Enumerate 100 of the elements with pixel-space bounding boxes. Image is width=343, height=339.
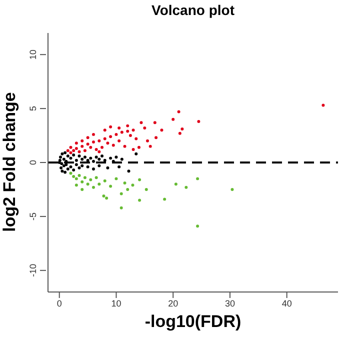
point bbox=[92, 132, 95, 136]
point bbox=[114, 177, 118, 180]
point bbox=[180, 128, 184, 131]
point bbox=[86, 142, 90, 146]
point bbox=[92, 186, 95, 189]
point bbox=[103, 128, 106, 132]
point bbox=[163, 198, 166, 201]
point bbox=[92, 140, 95, 144]
point bbox=[60, 166, 63, 170]
point bbox=[78, 174, 81, 177]
y-tick-label: 0 bbox=[28, 160, 38, 166]
point bbox=[89, 156, 92, 160]
point bbox=[78, 150, 81, 154]
point bbox=[153, 121, 156, 124]
point bbox=[114, 132, 118, 136]
x-tick-label: 30 bbox=[224, 298, 235, 308]
point bbox=[132, 128, 135, 132]
point bbox=[98, 139, 101, 142]
point bbox=[112, 144, 115, 147]
point bbox=[120, 206, 123, 210]
point bbox=[69, 172, 72, 175]
point bbox=[109, 125, 112, 128]
point bbox=[72, 168, 76, 172]
point bbox=[160, 128, 164, 132]
point bbox=[120, 192, 123, 196]
point bbox=[83, 156, 86, 159]
point bbox=[126, 130, 130, 133]
point bbox=[103, 137, 106, 140]
point bbox=[74, 177, 78, 180]
point bbox=[126, 188, 130, 191]
point bbox=[72, 149, 76, 152]
point bbox=[80, 158, 84, 161]
x-tick-label: 10 bbox=[111, 298, 122, 308]
point bbox=[74, 163, 78, 166]
point bbox=[80, 144, 84, 148]
point bbox=[109, 184, 112, 188]
point bbox=[137, 146, 140, 149]
point bbox=[86, 182, 90, 186]
point bbox=[66, 154, 70, 158]
point bbox=[74, 146, 78, 150]
point bbox=[196, 224, 200, 228]
point bbox=[89, 146, 92, 149]
point bbox=[80, 139, 84, 142]
point bbox=[92, 167, 95, 170]
point bbox=[106, 142, 110, 145]
point bbox=[131, 184, 134, 187]
point bbox=[106, 166, 110, 170]
point bbox=[120, 158, 124, 161]
point bbox=[103, 179, 106, 182]
point bbox=[134, 152, 138, 156]
point bbox=[100, 154, 104, 158]
point bbox=[322, 104, 325, 107]
point bbox=[134, 137, 138, 140]
point bbox=[78, 166, 81, 170]
point bbox=[66, 149, 70, 152]
point bbox=[86, 165, 90, 168]
y-tick-label: 10 bbox=[28, 50, 38, 60]
point bbox=[74, 184, 78, 187]
point bbox=[64, 151, 67, 154]
point bbox=[184, 186, 188, 189]
point bbox=[114, 156, 118, 159]
point bbox=[197, 120, 200, 123]
point bbox=[74, 142, 78, 145]
y-axis-title: log2 Fold change bbox=[0, 92, 20, 232]
point bbox=[98, 158, 101, 161]
point bbox=[66, 167, 70, 170]
point bbox=[69, 165, 72, 168]
point bbox=[118, 165, 121, 168]
point bbox=[59, 156, 62, 159]
point bbox=[74, 158, 78, 162]
point bbox=[98, 150, 101, 154]
point bbox=[69, 146, 72, 149]
point bbox=[72, 175, 76, 178]
point bbox=[89, 178, 92, 182]
point bbox=[102, 194, 106, 198]
point bbox=[98, 182, 101, 186]
point bbox=[118, 139, 121, 142]
point bbox=[92, 160, 95, 163]
point bbox=[148, 144, 152, 148]
point bbox=[60, 170, 64, 173]
point bbox=[72, 153, 76, 156]
point bbox=[144, 188, 148, 191]
point bbox=[83, 149, 86, 152]
point bbox=[120, 130, 124, 134]
point bbox=[83, 176, 86, 180]
point bbox=[177, 110, 180, 114]
x-tick-label: 0 bbox=[56, 298, 62, 308]
point bbox=[62, 158, 66, 161]
point bbox=[146, 139, 150, 142]
point bbox=[128, 134, 132, 138]
point bbox=[230, 188, 234, 191]
point bbox=[172, 118, 175, 121]
point bbox=[80, 180, 84, 184]
y-tick-label: -5 bbox=[28, 212, 38, 220]
point bbox=[174, 182, 178, 186]
point bbox=[80, 164, 84, 168]
point bbox=[132, 148, 135, 152]
point bbox=[86, 158, 90, 162]
x-axis-title: -log10(FDR) bbox=[144, 312, 242, 332]
point bbox=[100, 146, 104, 149]
